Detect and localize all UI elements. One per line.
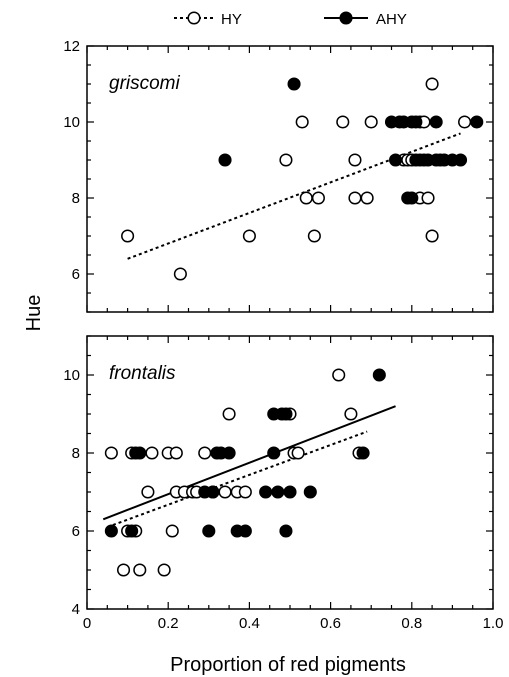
griscomi-y-tick-label: 8 xyxy=(72,190,80,207)
griscomi-ahy-point xyxy=(389,153,403,167)
frontalis-x-tick-label: 1.0 xyxy=(483,615,504,632)
griscomi-ahy-point xyxy=(409,115,423,129)
griscomi-ahy-point xyxy=(287,77,301,91)
frontalis-panel: 4 6 8 10 0 0.2 0.4 0.6 0.8 1.0 frontalis xyxy=(63,335,504,632)
griscomi-hy-point xyxy=(421,191,435,205)
frontalis-ahy-point xyxy=(279,524,293,538)
frontalis-ahy-point xyxy=(206,485,220,499)
griscomi-hy-point xyxy=(360,191,374,205)
frontalis-hy-point xyxy=(198,446,212,460)
griscomi-hy-point xyxy=(425,229,439,243)
frontalis-panel-label: frontalis xyxy=(109,363,176,384)
griscomi-hy-point xyxy=(295,115,309,129)
griscomi-hy-point xyxy=(458,115,472,129)
griscomi-hy-point xyxy=(425,77,439,91)
griscomi-hy-point xyxy=(311,191,325,205)
legend-ahy-marker xyxy=(339,11,353,25)
frontalis-x-tick-label: 0.2 xyxy=(158,615,179,632)
x-axis-title: Proportion of red pigments xyxy=(170,654,406,676)
griscomi-ahy-point xyxy=(405,191,419,205)
y-axis-title: Hue xyxy=(23,295,45,332)
griscomi-y-tick-label: 10 xyxy=(63,114,80,131)
frontalis-x-tick-label: 0.4 xyxy=(239,615,260,632)
griscomi-hy-point xyxy=(364,115,378,129)
frontalis-hy-point xyxy=(157,563,171,577)
frontalis-ahy-point xyxy=(372,368,386,382)
frontalis-ahy-point xyxy=(356,446,370,460)
frontalis-hy-point xyxy=(165,524,179,538)
frontalis-hy-point xyxy=(104,446,118,460)
griscomi-hy-point xyxy=(348,153,362,167)
frontalis-hy-point xyxy=(291,446,305,460)
frontalis-hy-point xyxy=(141,485,155,499)
frontalis-ahy-point xyxy=(271,485,285,499)
frontalis-hy-point xyxy=(218,485,232,499)
griscomi-hy-point xyxy=(348,191,362,205)
frontalis-y-tick-label: 8 xyxy=(72,445,80,462)
frontalis-ahy-point xyxy=(283,485,297,499)
frontalis-ahy-point xyxy=(222,446,236,460)
legend-hy-label: HY xyxy=(221,11,242,28)
frontalis-ahy-point xyxy=(202,524,216,538)
frontalis-hy-point xyxy=(116,563,131,577)
frontalis-hy-point xyxy=(344,407,358,421)
griscomi-hy-point xyxy=(173,267,187,281)
griscomi-ahy-point xyxy=(470,115,484,129)
frontalis-x-tick-label: 0 xyxy=(83,615,91,632)
frontalis-y-tick-label: 4 xyxy=(72,601,80,618)
frontalis-ahy-point xyxy=(238,524,252,538)
griscomi-panel-label: griscomi xyxy=(109,73,181,94)
legend: HY AHY xyxy=(174,11,407,28)
frontalis-ahy-point xyxy=(279,407,293,421)
frontalis-hy-point xyxy=(222,407,236,421)
griscomi-hy-point xyxy=(336,115,350,129)
frontalis-hy-point xyxy=(238,485,252,499)
griscomi-hy-point xyxy=(121,229,135,243)
frontalis-y-tick-label: 10 xyxy=(63,367,80,384)
frontalis-x-tick-label: 0.6 xyxy=(320,615,341,632)
frontalis-hy-fit-line xyxy=(106,430,368,529)
frontalis-hy-point xyxy=(169,446,183,460)
griscomi-hy-point xyxy=(279,153,293,167)
griscomi-panel: 6 8 10 12 griscomi xyxy=(63,38,494,313)
frontalis-ahy-point xyxy=(104,524,118,538)
griscomi-hy-point xyxy=(299,191,313,205)
griscomi-ahy-point xyxy=(453,153,468,167)
frontalis-hy-point xyxy=(133,563,147,577)
frontalis-ahy-point xyxy=(303,485,317,499)
griscomi-y-tick-label: 6 xyxy=(72,266,80,283)
frontalis-ahy-point xyxy=(133,446,147,460)
griscomi-hy-point xyxy=(307,229,321,243)
griscomi-ahy-point xyxy=(429,115,443,129)
griscomi-y-tick-label: 12 xyxy=(63,38,80,55)
griscomi-hy-point xyxy=(242,229,256,243)
frontalis-ahy-point xyxy=(267,446,281,460)
frontalis-x-tick-label: 0.8 xyxy=(401,615,422,632)
frontalis-hy-point xyxy=(145,446,159,460)
frontalis-y-tick-label: 6 xyxy=(72,523,80,540)
frontalis-ahy-fit-line xyxy=(102,405,396,521)
legend-hy-marker xyxy=(187,11,201,25)
frontalis-ahy-point xyxy=(125,524,139,538)
frontalis-ahy-point xyxy=(259,485,273,499)
frontalis-hy-point xyxy=(332,368,346,382)
legend-ahy-label: AHY xyxy=(376,11,407,28)
griscomi-ahy-point xyxy=(218,153,232,167)
